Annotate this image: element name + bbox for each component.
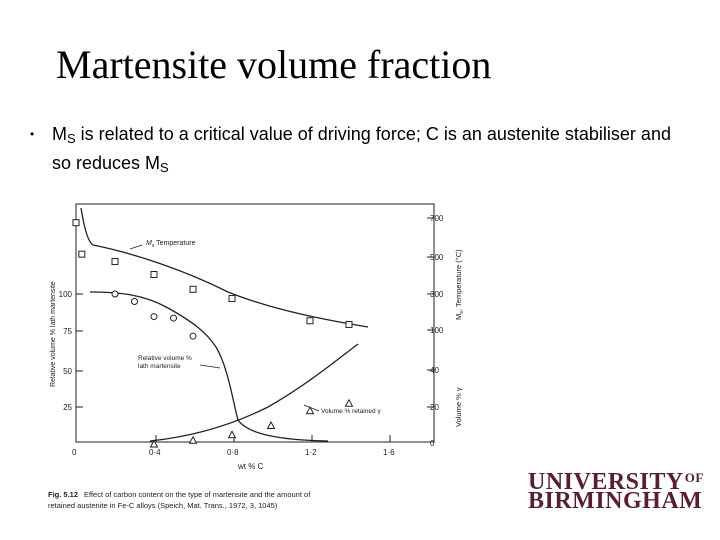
right-axis-label-m: M: [454, 314, 463, 320]
bullet-text: MS is related to a critical value of dri…: [52, 122, 692, 180]
right-axis-label-volume: Volume % γ: [454, 387, 463, 427]
ms-temperature-point: [78, 250, 86, 258]
annotation-ms-rest: Temperature: [154, 240, 195, 247]
figure-svg: 0 0·4 0·8 1·2 1·6 25 50 75 100 100 300 5…: [38, 182, 470, 516]
annotation-relative-volume-line2: lath martensite: [138, 363, 181, 370]
right-axis-label-sub: s: [459, 311, 465, 314]
x-axis-label: wt % C: [237, 462, 264, 471]
figure-caption-line1: Fig. 5.12 Effect of carbon content on the…: [48, 490, 311, 499]
right-tick-label: 300: [430, 290, 444, 299]
retained-austenite-point: [344, 398, 354, 407]
annotation-leaders: [129, 244, 320, 412]
x-tick-label: 1·6: [383, 448, 395, 457]
university-logo: UNIVERSITYOF BIRMINGHAM: [528, 466, 703, 514]
ms-temperature-point: [189, 285, 197, 293]
x-tick-labels: 0 0·4 0·8 1·2 1·6: [72, 448, 395, 457]
bullet-dot: •: [30, 127, 35, 141]
ms-subscript-2: S: [160, 160, 169, 175]
ms-temperature-curve: [80, 207, 369, 328]
scanned-figure: 0 0·4 0·8 1·2 1·6 25 50 75 100 100 300 5…: [38, 182, 470, 516]
caption-label: Fig. 5.12: [48, 490, 78, 499]
right-axis-ticks: [427, 217, 434, 408]
ms-temperature-point: [72, 219, 80, 227]
right-tick-label: 40: [430, 366, 439, 375]
left-tick-labels: 25 50 75 100: [59, 290, 73, 412]
retained-austenite-point: [149, 439, 159, 448]
left-tick-label: 100: [59, 290, 73, 299]
logo-line-1: UNIVERSITYOF: [528, 466, 704, 494]
right-vol-tick-labels: 0 20 40: [430, 366, 439, 448]
lath-martensite-point: [111, 290, 119, 298]
retained-austenite-curve: [149, 343, 359, 442]
x-tick-label: 1·2: [305, 448, 317, 457]
annotation-ms-temperature: Ms Temperature: [146, 240, 196, 249]
lath-martensite-point: [170, 314, 177, 322]
retained-austenite-point: [305, 406, 315, 415]
right-tick-label: 20: [430, 403, 439, 412]
lath-martensite-point: [131, 298, 138, 306]
data-markers: [72, 219, 354, 448]
retained-austenite-point: [227, 430, 237, 439]
annotation-ms-sub: s: [152, 243, 155, 249]
annotation-relative-volume-line1: Relative volume %: [138, 355, 192, 362]
right-axis-label-rest: , Temperature (°C): [454, 249, 463, 311]
figure-caption-line2: retained austenite in Fe-C alloys (Speic…: [48, 501, 278, 510]
logo-university: UNIVERSITY: [528, 469, 684, 495]
caption-text-1: Effect of carbon content on the type of …: [84, 490, 311, 499]
ms-temperature-point: [345, 320, 353, 328]
ms-temperature-point: [150, 271, 158, 278]
left-tick-label: 75: [63, 327, 72, 336]
ms-subscript: S: [67, 131, 76, 146]
plot-frame: [75, 203, 435, 443]
lath-martensite-point: [150, 313, 158, 321]
retained-austenite-point: [188, 435, 198, 444]
retained-austenite-point: [266, 420, 276, 429]
annotation-ms-m: M: [146, 240, 152, 247]
right-axis-label-temperature: Ms, Temperature (°C): [454, 249, 465, 320]
right-tick-label: 0: [430, 439, 435, 448]
ms-temperature-point: [111, 258, 119, 266]
x-tick-label: 0: [72, 448, 77, 457]
bullet-text-part1: M: [52, 124, 67, 144]
slide-title: Martensite volume fraction: [56, 42, 492, 87]
right-tick-label: 500: [430, 253, 444, 262]
left-tick-label: 25: [63, 403, 72, 412]
ms-temperature-point: [306, 317, 314, 325]
lath-martensite-point: [189, 332, 197, 340]
right-tick-label: 700: [430, 214, 444, 223]
logo-of: OF: [684, 470, 704, 485]
left-axis-ticks: [76, 293, 83, 408]
left-tick-label: 50: [63, 367, 72, 376]
logo-line-2: BIRMINGHAM: [528, 488, 703, 514]
ms-temperature-point: [228, 295, 236, 303]
left-axis-label: Relative volume % lath martensite: [50, 281, 57, 387]
bullet-text-part2: is related to a critical value of drivin…: [52, 124, 671, 173]
annotation-retained-austenite: Volume % retained γ: [321, 408, 381, 415]
x-tick-label: 0·4: [149, 448, 161, 457]
x-tick-label: 0·8: [227, 448, 239, 457]
right-temp-tick-labels: 100 300 500 700: [430, 214, 444, 335]
right-tick-label: 100: [430, 326, 444, 335]
lath-martensite-curve: [89, 291, 329, 442]
